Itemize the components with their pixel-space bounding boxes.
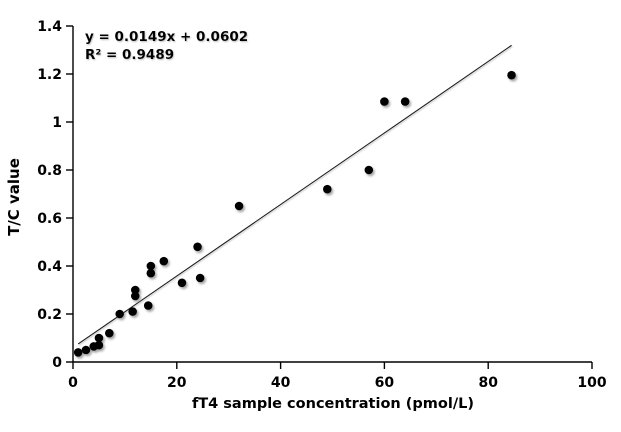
data-point (143, 301, 153, 310)
data-point (94, 333, 104, 343)
data-point (146, 268, 156, 278)
y-tick-label: 0 (52, 355, 62, 371)
data-point (130, 285, 140, 295)
y-tick-label: 0.2 (37, 307, 62, 323)
data-point (364, 165, 374, 175)
y-tick-label: 1.2 (37, 67, 62, 83)
y-axis: 0 0.2 0.4 0.6 0.8 1 1.2 1.4 (37, 19, 74, 371)
data-point (177, 278, 187, 288)
r-squared-label: R² = 0.9489 (85, 47, 174, 63)
x-tick-label: 100 (577, 375, 606, 391)
x-axis-title: fT4 sample concentration (pmol/L) (192, 396, 474, 412)
data-points-group (73, 70, 516, 357)
data-point (73, 348, 83, 357)
data-point (130, 291, 140, 301)
data-point (193, 242, 202, 252)
data-point (105, 328, 114, 338)
trendline (77, 44, 512, 345)
data-point (146, 261, 156, 271)
data-point (323, 184, 332, 194)
y-tick-label: 0.8 (37, 163, 62, 179)
data-point (115, 309, 125, 319)
x-tick-label: 20 (167, 375, 187, 391)
x-tick-label: 60 (375, 375, 395, 391)
equation-annotation: y = 0.0149x + 0.0602 R² = 0.9489 (85, 29, 248, 63)
y-tick-label: 1 (52, 115, 62, 131)
x-axis: 0 20 40 60 80 100 (68, 361, 607, 391)
data-point (128, 307, 137, 316)
data-point (400, 97, 410, 106)
trendline-group (77, 44, 512, 345)
data-point (507, 70, 516, 80)
x-tick-label: 0 (68, 375, 78, 391)
x-tick-label: 40 (271, 375, 291, 391)
data-point (159, 256, 169, 266)
y-tick-label: 1.4 (37, 19, 62, 35)
y-axis-title: T/C value (5, 158, 23, 236)
y-tick-label: 0.4 (37, 259, 62, 275)
data-point (380, 97, 389, 106)
equation-label: y = 0.0149x + 0.0602 (85, 29, 248, 45)
data-point (94, 340, 104, 350)
y-tick-label: 0.6 (37, 211, 62, 227)
x-tick-label: 80 (478, 375, 498, 391)
data-point (81, 345, 91, 355)
data-point (234, 201, 244, 211)
data-point (195, 273, 205, 283)
